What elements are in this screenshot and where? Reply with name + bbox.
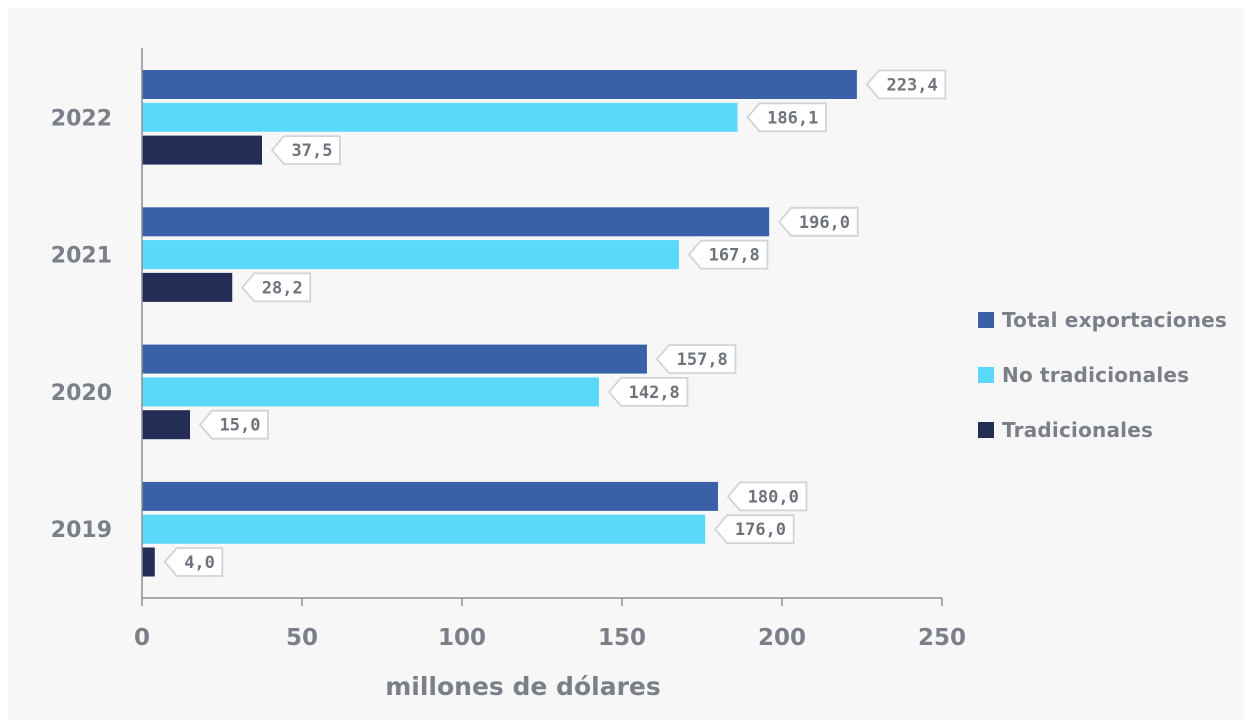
bars-group — [142, 70, 857, 577]
value-callout — [865, 69, 947, 100]
legend: Total exportaciones No tradicionales Tradi… — [978, 292, 1227, 457]
value-labels-group: 223,4 186,1 37,5 196,0 167,8 28,2 157,8 142,8 15… — [163, 69, 947, 577]
x-tick-label: 250 — [918, 625, 966, 651]
x-tick-label: 200 — [758, 625, 806, 651]
x-tick-label: 0 — [134, 625, 150, 651]
axes-group — [141, 48, 943, 606]
bar — [142, 207, 770, 237]
value-label: 186,1 — [767, 108, 818, 128]
bar — [142, 272, 233, 302]
value-callout — [241, 272, 312, 303]
bar — [142, 481, 718, 511]
legend-label: Tradicionales — [1002, 417, 1154, 442]
bar — [142, 135, 262, 165]
value-callout — [687, 239, 769, 270]
category-label: 2020 — [51, 381, 112, 406]
value-callout — [714, 514, 795, 545]
legend-item: Tradicionales — [978, 402, 1227, 457]
legend-swatch — [978, 311, 994, 328]
value-label: 4,0 — [184, 553, 215, 573]
category-label: 2022 — [51, 106, 112, 131]
tick-labels-group: 0 50 100 150 200 250 — [134, 625, 966, 651]
value-callout — [270, 135, 341, 166]
bar — [142, 514, 706, 544]
value-callout — [198, 409, 269, 440]
bar — [142, 377, 599, 407]
value-callout — [726, 481, 808, 512]
bar — [142, 102, 738, 132]
bar-chart: 223,4 186,1 37,5 196,0 167,8 28,2 157,8 142,8 15… — [51, 48, 966, 701]
category-labels-group: 2022 2021 2020 2019 — [51, 106, 112, 543]
legend-swatch — [978, 421, 994, 438]
value-label: 142,8 — [629, 383, 680, 403]
value-label: 28,2 — [262, 278, 303, 298]
value-callout — [607, 376, 689, 407]
category-label: 2019 — [51, 518, 112, 543]
value-callout — [746, 102, 827, 133]
x-tick-label: 100 — [438, 625, 486, 651]
bar — [142, 547, 155, 577]
x-tick-label: 150 — [598, 625, 646, 651]
legend-item: No tradicionales — [978, 347, 1227, 402]
value-label: 157,8 — [677, 350, 728, 370]
value-label: 15,0 — [220, 416, 261, 436]
chart-panel: 223,4 186,1 37,5 196,0 167,8 28,2 157,8 142,8 15… — [8, 8, 1244, 720]
value-label: 37,5 — [292, 141, 333, 161]
bar — [142, 70, 857, 99]
value-label: 176,0 — [735, 520, 786, 540]
value-label: 167,8 — [709, 246, 760, 266]
legend-item: Total exportaciones — [978, 292, 1227, 347]
value-label: 180,0 — [748, 487, 799, 507]
x-axis-title: millones de dólares — [385, 672, 661, 701]
value-callout — [778, 206, 859, 237]
value-label: 223,4 — [887, 76, 938, 96]
value-callout — [655, 344, 737, 375]
value-callout — [163, 547, 224, 577]
legend-label: No tradicionales — [1002, 362, 1190, 387]
bar — [142, 410, 190, 440]
category-label: 2021 — [51, 244, 112, 269]
bar — [142, 344, 647, 374]
bar — [142, 240, 679, 270]
value-label: 196,0 — [799, 213, 850, 233]
legend-swatch — [978, 366, 994, 383]
legend-label: Total exportaciones — [1002, 307, 1228, 332]
x-tick-label: 50 — [286, 625, 318, 651]
